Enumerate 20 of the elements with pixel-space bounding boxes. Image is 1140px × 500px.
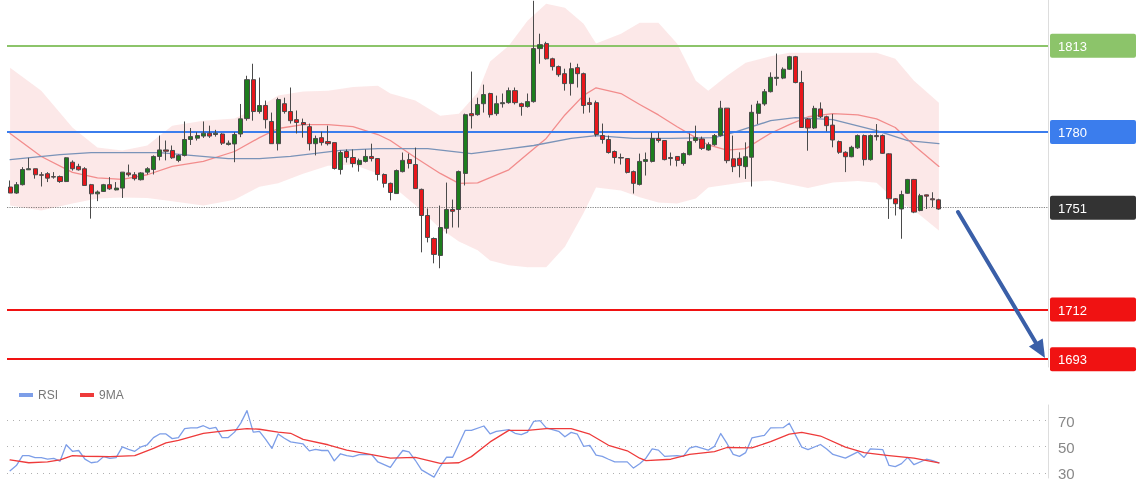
line-series (9, 87, 940, 185)
y-tick-label: 1813 (1058, 38, 1087, 54)
candlestick (301, 118, 306, 139)
y-tick-label: 1712 (1058, 302, 1087, 318)
legend-label: RSI (38, 388, 59, 402)
candlestick (407, 153, 412, 169)
y-tick-label: 1780 (1058, 124, 1087, 140)
candlestick (269, 112, 274, 145)
candlestick (413, 147, 418, 190)
line-series (9, 409, 940, 478)
line-series (9, 427, 940, 465)
y-tick-label: 50 (1058, 438, 1075, 456)
candlestick (594, 100, 599, 138)
line-series (9, 116, 940, 161)
y-tick-label: 30 (1058, 464, 1075, 482)
candlestick (481, 84, 486, 114)
y-tick-label: 1693 (1058, 352, 1087, 368)
legend-label: 9MA (99, 388, 124, 402)
y-tick-label: 70 (1058, 412, 1075, 430)
y-tick-label: 1751 (1058, 200, 1087, 216)
